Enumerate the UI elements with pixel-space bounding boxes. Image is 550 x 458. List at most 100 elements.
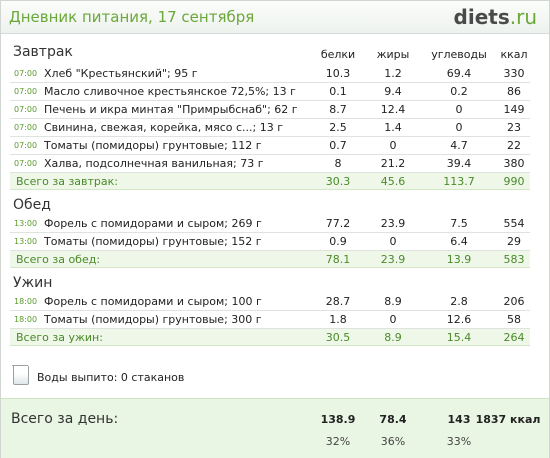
total-kcal: 264: [503, 331, 525, 344]
day-protein: 138.9: [320, 413, 356, 426]
meal-protein: 8.7: [329, 103, 347, 116]
day-kcal: 1837 ккал: [475, 413, 541, 426]
meal-protein: 28.7: [325, 295, 351, 308]
meal-name[interactable]: Томаты (помидоры) грунтовые; 112 г: [44, 139, 262, 152]
day-protein-pct: 32%: [325, 435, 351, 448]
meal-kcal: 206: [503, 295, 525, 308]
glass-icon[interactable]: [12, 365, 29, 385]
meal-row[interactable]: 07:00 Печень и икра минтая "Примрыбснаб"…: [10, 101, 530, 119]
meal-row[interactable]: 13:00 Томаты (помидоры) грунтовые; 152 г…: [10, 233, 530, 251]
meal-name[interactable]: Свинина, свежая, корейка, мясо с...; 13 …: [44, 121, 283, 134]
meal-carbs: 6.4: [450, 235, 468, 248]
col-header-fat: жиры: [376, 48, 410, 61]
breakfast-total-row: Всего за завтрак: 30.3 45.6 113.7 990: [10, 173, 530, 190]
header-bar: Дневник питания, 17 сентября diets.ru: [1, 1, 549, 34]
total-fat: 8.9: [384, 331, 402, 344]
col-header-protein: белки: [320, 48, 356, 61]
meal-name[interactable]: Халва, подсолнечная ванильная; 73 г: [44, 157, 264, 170]
meal-carbs: 39.4: [446, 157, 472, 170]
meal-name[interactable]: Томаты (помидоры) грунтовые; 152 г: [44, 235, 262, 248]
meal-kcal: 58: [507, 313, 521, 326]
meal-name[interactable]: Масло сливочное крестьянское 72,5%; 13 г: [44, 85, 296, 98]
meal-carbs: 0: [455, 121, 463, 134]
meal-row[interactable]: 07:00 Хлеб "Крестьянский"; 95 г 10.3 1.2…: [10, 65, 530, 83]
meal-kcal: 86: [507, 85, 521, 98]
dinner-total-row: Всего за ужин: 30.5 8.9 15.4 264: [10, 329, 530, 346]
meal-name[interactable]: Томаты (помидоры) грунтовые; 300 г: [44, 313, 262, 326]
total-carbs: 15.4: [446, 331, 472, 344]
day-fat-pct: 36%: [380, 435, 406, 448]
meal-carbs: 69.4: [446, 67, 472, 80]
day-total-panel: Всего за день: 138.9 78.4 143 1837 ккал …: [1, 398, 549, 458]
meal-carbs: 0: [455, 103, 463, 116]
meal-protein: 0.7: [329, 139, 347, 152]
total-carbs: 13.9: [446, 253, 472, 266]
meal-name[interactable]: Хлеб "Крестьянский"; 95 г: [44, 67, 198, 80]
meal-time: 13:00: [14, 219, 38, 228]
meal-fat: 0: [389, 235, 397, 248]
meal-fat: 21.2: [380, 157, 406, 170]
meal-time: 07:00: [14, 141, 38, 150]
day-carbs: 143: [447, 413, 471, 426]
meal-carbs: 0.2: [450, 85, 468, 98]
total-label: Всего за обед:: [16, 253, 101, 266]
meal-carbs: 2.8: [450, 295, 468, 308]
total-carbs: 113.7: [443, 175, 475, 188]
meal-protein: 10.3: [325, 67, 351, 80]
page-title: Дневник питания, 17 сентября: [9, 8, 255, 26]
section-lunch-title: Обед: [13, 197, 51, 213]
meal-fat: 9.4: [384, 85, 402, 98]
meal-protein: 2.5: [329, 121, 347, 134]
meal-kcal: 330: [503, 67, 525, 80]
meal-time: 07:00: [14, 105, 38, 114]
meal-kcal: 380: [503, 157, 525, 170]
meal-fat: 8.9: [384, 295, 402, 308]
meal-row[interactable]: 07:00 Масло сливочное крестьянское 72,5%…: [10, 83, 530, 101]
logo-tld: .ru: [509, 5, 537, 29]
total-fat: 45.6: [380, 175, 406, 188]
water-drunk-text: Воды выпито: 0 стаканов: [37, 371, 185, 384]
total-fat: 23.9: [380, 253, 406, 266]
meal-time: 13:00: [14, 237, 38, 246]
col-header-carbs: углеводы: [431, 48, 487, 61]
meal-time: 07:00: [14, 123, 38, 132]
total-kcal: 990: [503, 175, 525, 188]
day-total-label: Всего за день:: [11, 411, 119, 427]
total-kcal: 583: [503, 253, 525, 266]
meal-protein: 1.8: [329, 313, 347, 326]
col-header-kcal: ккал: [500, 48, 528, 61]
meal-kcal: 149: [503, 103, 525, 116]
logo-main: diets: [453, 5, 510, 29]
total-protein: 78.1: [325, 253, 351, 266]
meal-row[interactable]: 18:00 Форель с помидорами и сыром; 100 г…: [10, 293, 530, 311]
meal-fat: 23.9: [380, 217, 406, 230]
meal-name[interactable]: Печень и икра минтая "Примрыбснаб"; 62 г: [44, 103, 298, 116]
meal-name[interactable]: Форель с помидорами и сыром; 269 г: [44, 217, 262, 230]
meal-carbs: 7.5: [450, 217, 468, 230]
total-protein: 30.3: [325, 175, 351, 188]
diets-logo[interactable]: diets.ru: [454, 5, 537, 29]
meal-name[interactable]: Форель с помидорами и сыром; 100 г: [44, 295, 262, 308]
meal-row[interactable]: 07:00 Свинина, свежая, корейка, мясо с..…: [10, 119, 530, 137]
meal-time: 07:00: [14, 87, 38, 96]
meal-time: 18:00: [14, 315, 38, 324]
total-label: Всего за ужин:: [16, 331, 103, 344]
meal-protein: 77.2: [325, 217, 351, 230]
meal-row[interactable]: 07:00 Халва, подсолнечная ванильная; 73 …: [10, 155, 530, 173]
meal-fat: 1.2: [384, 67, 402, 80]
meal-time: 07:00: [14, 69, 38, 78]
meal-row[interactable]: 18:00 Томаты (помидоры) грунтовые; 300 г…: [10, 311, 530, 329]
section-breakfast-title: Завтрак: [13, 44, 73, 60]
meal-row[interactable]: 13:00 Форель с помидорами и сыром; 269 г…: [10, 215, 530, 233]
day-carbs-pct: 33%: [446, 435, 472, 448]
meal-time: 07:00: [14, 159, 38, 168]
meal-fat: 1.4: [384, 121, 402, 134]
meal-kcal: 23: [507, 121, 521, 134]
meal-protein: 0.9: [329, 235, 347, 248]
meal-fat: 12.4: [380, 103, 406, 116]
total-label: Всего за завтрак:: [16, 175, 119, 188]
meal-fat: 0: [389, 139, 397, 152]
meal-row[interactable]: 07:00 Томаты (помидоры) грунтовые; 112 г…: [10, 137, 530, 155]
meal-fat: 0: [389, 313, 397, 326]
